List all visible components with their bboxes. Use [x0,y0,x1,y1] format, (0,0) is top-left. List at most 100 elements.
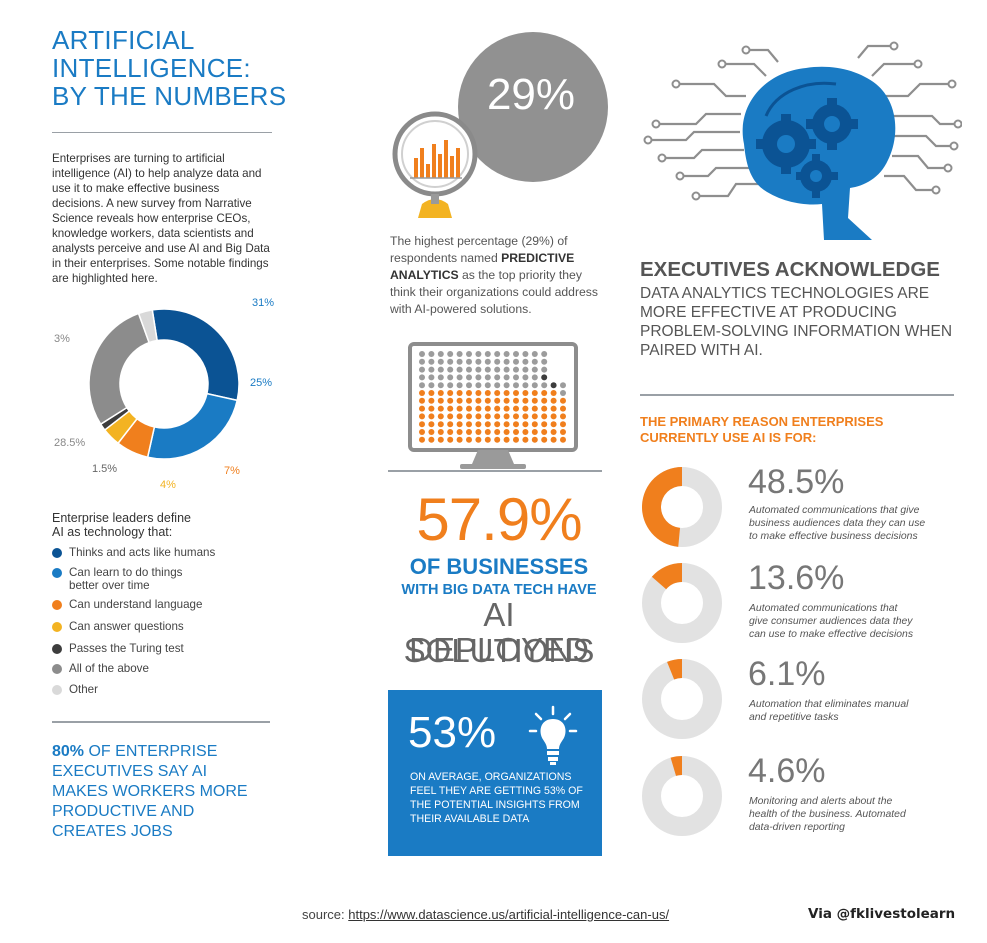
grid-dot [484,366,491,373]
grid-dot [560,382,566,389]
grid-dot [484,413,491,420]
reason-description-line: Automated communications that give [749,505,920,516]
grid-dot [560,429,566,435]
grid-dot [494,429,501,435]
legend-dot [52,685,62,695]
grid-dot [419,436,425,443]
grid-dot [560,405,566,412]
grid-dot [437,397,444,404]
grid-dot [437,374,444,381]
grid-dot [419,358,425,365]
reason-value: 48.5% [748,463,845,501]
grid-dot [484,390,491,396]
grid-dot [447,382,454,389]
grid-dot [475,358,482,365]
predictive-text-bold: PREDICTIVE ANALYTICS [390,251,575,282]
bigdata-value: 57.9% [416,486,582,553]
grid-dot [494,366,501,373]
grid-dot [456,366,463,373]
grid-dot [513,366,519,373]
grid-dot [437,390,444,396]
stat-80-value: 80% [52,743,85,760]
grid-dot [503,374,510,381]
grid-dot [475,397,482,404]
grid-dot [503,382,510,389]
grid-dot [475,351,482,357]
legend-label: Can learn to do things [69,566,183,579]
grid-dot [522,413,529,420]
grid-dot [531,390,538,396]
grid-dot [503,413,510,420]
source-link[interactable]: https://www.datascience.us/artificial-in… [348,907,670,922]
grid-dot [419,397,425,404]
grid-dot [550,421,557,428]
grid-dot [494,351,501,357]
grid-dot [466,429,472,435]
grid-dot [447,436,454,443]
grid-dot [428,436,435,443]
definition-heading: Enterprise leaders define AI as technolo… [52,511,272,539]
grid-dot [466,413,472,420]
grid-dot [466,358,472,365]
grid-dot [541,421,548,428]
reason-donut-slice [670,756,682,776]
reasons-title: THE PRIMARY REASON ENTERPRISES CURRENTLY… [640,414,960,446]
grid-dot [419,374,425,381]
divider [388,470,602,472]
legend-dot [52,568,62,578]
executives-body: DATA ANALYTICS TECHNOLOGIES ARE MORE EFF… [640,285,953,359]
divider [52,132,272,133]
legend-item: Other [52,683,98,696]
grid-dot [550,397,557,404]
grid-dot [503,429,510,435]
grid-dot [560,390,566,396]
reasons-title-line: THE PRIMARY REASON ENTERPRISES [640,414,884,429]
grid-dot [513,436,519,443]
donut-label-answer-questions: 4% [160,479,176,491]
grid-dot [466,397,472,404]
magnifier-bar [432,144,436,178]
reason-description-line: to make effective business decisions [749,531,918,542]
grid-dot [428,405,435,412]
magnifier-bar [420,148,424,178]
legend-label: Passes the Turing test [69,642,184,655]
grid-dot [484,421,491,428]
definition-heading-line: AI as technology that: [52,525,173,539]
legend-dot [52,600,62,610]
grid-dot [560,358,566,365]
divider [52,721,270,723]
reason-donut [642,659,722,739]
legend-label: Can understand language [69,598,203,611]
legend-item: Can answer questions [52,620,184,633]
grid-dot [531,413,538,420]
grid-dot [522,374,529,381]
grid-dot [447,397,454,404]
grid-dot [419,366,425,373]
grid-dot [456,358,463,365]
grid-dot [541,390,548,396]
grid-dot [513,358,519,365]
grid-dot [550,413,557,420]
title-line: INTELLIGENCE: [52,53,251,83]
grid-dot [513,390,519,396]
grid-dot [484,351,491,357]
grid-dot [419,382,425,389]
grid-dot [494,421,501,428]
grid-dot [484,374,491,381]
grid-dot [550,366,557,373]
predictive-text-end: as the top priority they think their org… [390,268,598,316]
grid-dot [541,358,548,365]
grid-dot [531,436,538,443]
magnifier-chart-icon [392,111,478,218]
predictive-value: 29% [486,70,576,119]
legend-dot [52,548,62,558]
grid-dot [447,358,454,365]
grid-dot [522,351,529,357]
grid-dot [494,374,501,381]
reason-description-line: Automation that eliminates manual [749,699,909,710]
grid-dot [475,374,482,381]
via-credit: Via @fklivestolearn [808,906,956,922]
legend-label: Other [69,683,98,696]
donut-slice-all-of-above [88,312,151,426]
reason-description-line: and repetitive tasks [749,712,839,723]
